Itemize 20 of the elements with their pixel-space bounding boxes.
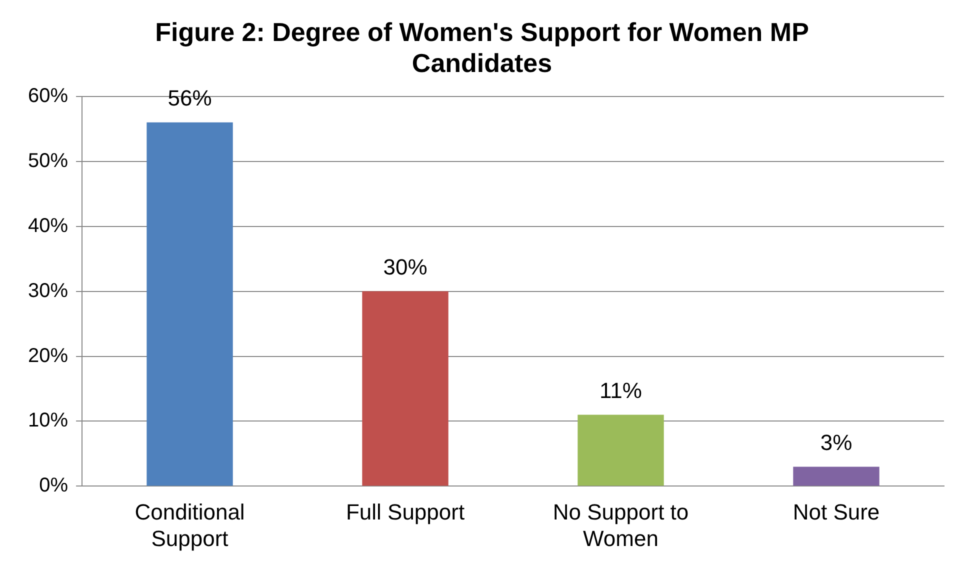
x-tick-label: No Support to Women [552, 499, 689, 551]
x-tick-label: Full Support [346, 499, 465, 524]
bar [578, 414, 664, 486]
y-tick-label: 50% [28, 150, 68, 172]
y-tick-label: 20% [28, 344, 68, 367]
chart-title: Figure 2: Degree of Women's Support for Women MP Candidates [155, 16, 809, 78]
bar [362, 291, 448, 486]
y-tick-label: 30% [28, 280, 68, 302]
data-label: 30% [383, 254, 428, 280]
data-label: 3% [820, 430, 852, 455]
y-tick-label: 40% [28, 214, 68, 237]
y-tick-label: 10% [28, 410, 68, 432]
bar [146, 122, 233, 486]
data-label: 56% [168, 85, 212, 110]
bar [793, 466, 880, 486]
x-tick-label: Conditional Support [134, 499, 245, 551]
x-tick-label: Not Sure [792, 499, 880, 524]
data-label: 11% [600, 378, 642, 403]
y-tick-label: 0% [39, 474, 68, 497]
y-tick-label: 60% [28, 84, 68, 107]
